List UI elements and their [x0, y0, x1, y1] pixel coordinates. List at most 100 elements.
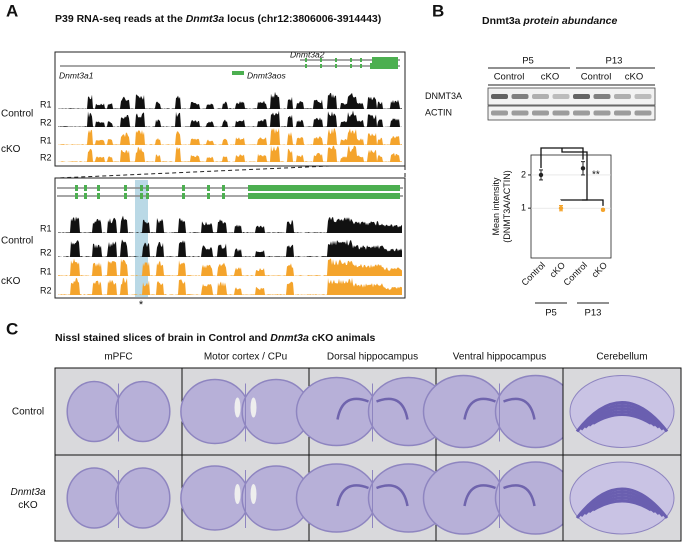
group-label: P5	[545, 308, 557, 319]
brain-hemisphere	[422, 461, 505, 535]
exon	[146, 185, 149, 191]
blot-band	[552, 110, 570, 116]
title-part: P39 RNA-seq reads at the	[55, 13, 186, 25]
replicate-label: R2	[40, 247, 52, 257]
panel-title: P39 RNA-seq reads at the Dnmt3a locus (c…	[55, 13, 381, 25]
exon	[305, 64, 307, 68]
hippocampus	[376, 397, 409, 420]
blot-band	[573, 110, 590, 116]
blot-band	[511, 94, 529, 99]
ventricle	[250, 484, 257, 504]
panel-title: Nissl stained slices of brain in Control…	[55, 332, 376, 344]
title-part: Nissl stained slices of brain in Control…	[55, 332, 270, 344]
column-header: Ventral hippocampus	[453, 352, 546, 363]
exon	[360, 64, 362, 68]
panel-title: Dnmt3a protein abundance	[482, 15, 618, 27]
row-label: Dnmt3a cKO	[10, 487, 45, 511]
plot-frame	[530, 154, 612, 259]
coverage-track	[58, 91, 402, 109]
condition-label: cKO	[625, 72, 643, 83]
bracket	[560, 199, 604, 206]
coverage-track	[58, 277, 402, 295]
exon	[140, 185, 143, 191]
hippocampus	[503, 484, 536, 507]
ventricle	[234, 484, 241, 504]
blot-band	[552, 94, 570, 99]
exon	[232, 71, 244, 75]
exon	[248, 185, 400, 191]
blot-band	[634, 94, 652, 99]
panel-label: C	[6, 319, 18, 338]
exon	[146, 193, 149, 199]
group-label: Control	[1, 236, 33, 247]
title-part: Dnmt3a	[270, 332, 309, 344]
exon	[124, 185, 127, 191]
hippocampus	[336, 397, 369, 420]
exon	[248, 193, 400, 199]
blot-band	[511, 110, 529, 116]
blot-band	[614, 94, 631, 99]
exon	[335, 58, 337, 62]
row-label: Control	[12, 406, 44, 417]
row-label-line: Control	[12, 406, 44, 417]
exon	[370, 63, 398, 69]
blot-band	[593, 94, 611, 99]
ventricle	[250, 397, 257, 418]
folium	[579, 404, 665, 431]
gene-label: Dnmt3a2	[290, 49, 325, 59]
column-header: mPFC	[104, 352, 132, 363]
brain-hemisphere	[115, 467, 171, 529]
point	[600, 207, 606, 213]
replicate-label: R2	[40, 285, 52, 295]
exon	[84, 185, 87, 191]
title-part: protein abundance	[521, 15, 618, 27]
exon	[207, 185, 210, 191]
exon	[75, 193, 78, 199]
blot-band	[614, 110, 631, 116]
point	[580, 166, 586, 171]
marker: *	[139, 299, 144, 311]
exon	[97, 193, 100, 199]
protein-label: ACTIN	[425, 107, 452, 117]
group-label: cKO	[1, 276, 21, 287]
condition-label: Control	[581, 72, 612, 83]
coverage-track	[58, 215, 402, 233]
x-tick-label: cKO	[590, 260, 609, 279]
brain-hemisphere	[295, 463, 378, 533]
panel-label: A	[6, 1, 18, 20]
hippocampus	[376, 484, 409, 507]
blot-frame	[487, 105, 656, 121]
brain-hemisphere	[422, 374, 505, 449]
folium	[575, 401, 669, 433]
folium	[592, 413, 652, 425]
bracket	[561, 148, 588, 201]
x-tick-label: Control	[562, 260, 590, 288]
replicate-label: R2	[40, 152, 52, 162]
point	[558, 205, 564, 211]
title-part: cKO animals	[309, 332, 376, 344]
exon	[182, 193, 185, 199]
hippocampus	[336, 484, 369, 507]
overview-frame	[54, 51, 406, 167]
exon	[335, 64, 337, 68]
exon	[350, 64, 352, 68]
blot-band	[634, 110, 652, 116]
title-part: Dnmt3a	[482, 15, 521, 27]
zoom-line	[56, 165, 331, 179]
coverage-track	[58, 258, 402, 276]
blot-frame	[487, 87, 656, 106]
replicate-label: R1	[40, 99, 52, 109]
replicate-label: R1	[40, 266, 52, 276]
folium	[579, 490, 665, 517]
blot-band	[532, 110, 549, 116]
hippocampus	[463, 397, 496, 420]
exon	[320, 64, 322, 68]
exon	[222, 193, 225, 199]
exon	[222, 185, 225, 191]
coverage-track	[58, 110, 402, 127]
title-part: Dnmt3a	[186, 13, 225, 25]
gene-label: Dnmt3a1	[59, 70, 94, 80]
y-axis-label-line: Mean intensity	[491, 177, 501, 236]
group-label: Control	[1, 109, 33, 120]
row-label-line: Dnmt3a	[10, 487, 45, 498]
